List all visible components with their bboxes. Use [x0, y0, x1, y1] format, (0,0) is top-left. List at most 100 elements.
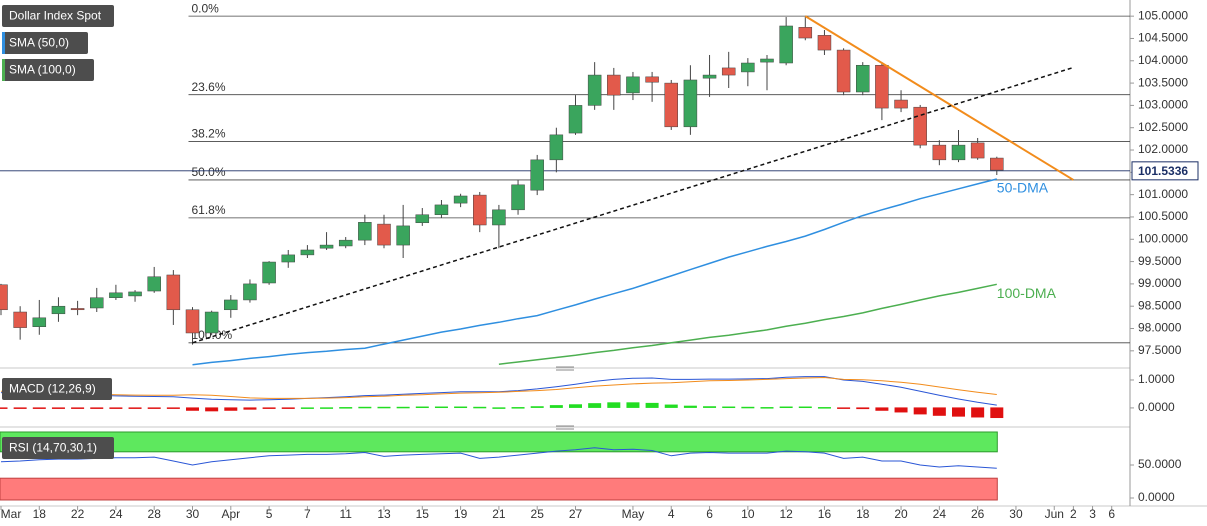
histogram-bar: [932, 407, 946, 416]
candle-body: [473, 194, 487, 226]
x-tick-label: 20: [894, 507, 908, 521]
histogram-bar: [645, 402, 659, 408]
candle-body: [664, 82, 678, 128]
x-tick-label: 11: [339, 507, 352, 521]
histogram-bar: [320, 407, 334, 409]
rsi-line: [0, 447, 997, 469]
histogram-bar: [894, 407, 908, 413]
x-tick-label: 18: [33, 507, 47, 521]
x-tick-label: 10: [741, 507, 755, 521]
histogram-bar: [90, 407, 104, 409]
y-tick-label: 0.0000: [1138, 400, 1175, 414]
histogram-bar: [588, 403, 602, 408]
fib-label: 50.0%: [192, 165, 226, 179]
histogram-bar: [683, 405, 697, 408]
histogram-bar: [990, 407, 1004, 419]
candle-body: [721, 67, 736, 76]
legend-item[interactable]: SMA (50,0): [2, 32, 88, 54]
histogram-bar: [664, 404, 678, 408]
candle-body: [798, 27, 813, 39]
series-label: 100-DMA: [997, 285, 1057, 301]
x-tick-label: May: [622, 507, 645, 521]
x-tick-label: 13: [377, 507, 391, 521]
candle-body: [300, 249, 315, 256]
y-tick-label: 101.0000: [1138, 187, 1188, 201]
histogram-bar: [186, 407, 199, 411]
x-tick-label: 6: [1108, 507, 1115, 521]
candle-body: [13, 311, 27, 328]
candle-body: [453, 195, 468, 204]
histogram-bar: [434, 406, 448, 409]
histogram-bar: [415, 406, 429, 409]
candle-body: [683, 79, 698, 128]
candle-body: [281, 254, 295, 263]
histogram-bar: [798, 406, 812, 409]
histogram-bar: [511, 407, 525, 409]
candle-body: [760, 58, 774, 63]
candle-body: [415, 214, 430, 224]
candle-body: [875, 64, 889, 109]
histogram-bar: [722, 406, 736, 409]
x-tick-label: 27: [569, 507, 583, 521]
panel-handle[interactable]: [556, 425, 574, 430]
histogram-bar: [147, 407, 161, 409]
x-tick-label: Mar: [1, 507, 22, 521]
series-label: 50-DMA: [997, 180, 1049, 196]
candle-body: [607, 74, 621, 96]
x-tick-label: 5: [266, 507, 273, 521]
x-tick-label: 30: [1009, 507, 1023, 521]
x-tick-label: 4: [668, 507, 675, 521]
candle-body: [204, 311, 219, 334]
legend-item[interactable]: Dollar Index Spot: [2, 5, 114, 27]
fib-label: 38.2%: [192, 127, 226, 141]
legend-item[interactable]: RSI (14,70,30,1): [2, 437, 114, 459]
histogram-bar: [549, 405, 563, 408]
histogram-bar: [473, 406, 487, 409]
legend-item[interactable]: MACD (12,26,9): [2, 378, 112, 400]
candle-body: [702, 74, 717, 79]
moving-average: [498, 283, 997, 365]
x-tick-label: 18: [856, 507, 870, 521]
x-tick-label: 24: [933, 507, 947, 521]
legend-label: SMA (50,0): [9, 36, 69, 50]
candle-body: [894, 99, 908, 109]
x-tick-label: 26: [971, 507, 985, 521]
legend-item[interactable]: SMA (100,0): [2, 59, 94, 81]
histogram-bar: [71, 407, 85, 409]
y-tick-label: 1.0000: [1138, 372, 1175, 386]
histogram-bar: [779, 406, 793, 409]
x-tick-label: 12: [779, 507, 793, 521]
candle-body: [530, 159, 544, 191]
x-tick-label: 24: [109, 507, 123, 521]
panel-handle[interactable]: [556, 366, 574, 371]
y-tick-label: 50.0000: [1138, 457, 1182, 471]
candle-body: [626, 76, 640, 94]
candle-body: [51, 305, 66, 315]
y-tick-label: 99.0000: [1138, 276, 1182, 290]
fib-label: 0.0%: [192, 1, 220, 15]
histogram-bar: [569, 404, 582, 408]
candle-body: [434, 204, 449, 215]
histogram-bar: [952, 407, 965, 417]
legend-label: MACD (12,26,9): [9, 382, 96, 396]
oversold-zone: [0, 477, 998, 501]
candle-body: [338, 239, 353, 247]
overbought-zone: [0, 431, 998, 453]
legend-label: RSI (14,70,30,1): [9, 441, 97, 455]
candle-body: [549, 134, 564, 161]
legend-swatch: [2, 32, 5, 54]
candle-body: [128, 291, 142, 297]
x-tick-label: 19: [454, 507, 468, 521]
histogram-bar: [703, 406, 717, 408]
histogram-bar: [971, 407, 985, 418]
candle-body: [358, 222, 372, 241]
histogram-bar: [51, 407, 65, 409]
histogram-bar: [817, 407, 831, 409]
fib-label: 23.6%: [192, 80, 226, 94]
candle-body: [262, 261, 276, 284]
histogram-bar: [607, 402, 621, 408]
histogram-bar: [837, 407, 851, 409]
x-tick-label: 15: [416, 507, 430, 521]
